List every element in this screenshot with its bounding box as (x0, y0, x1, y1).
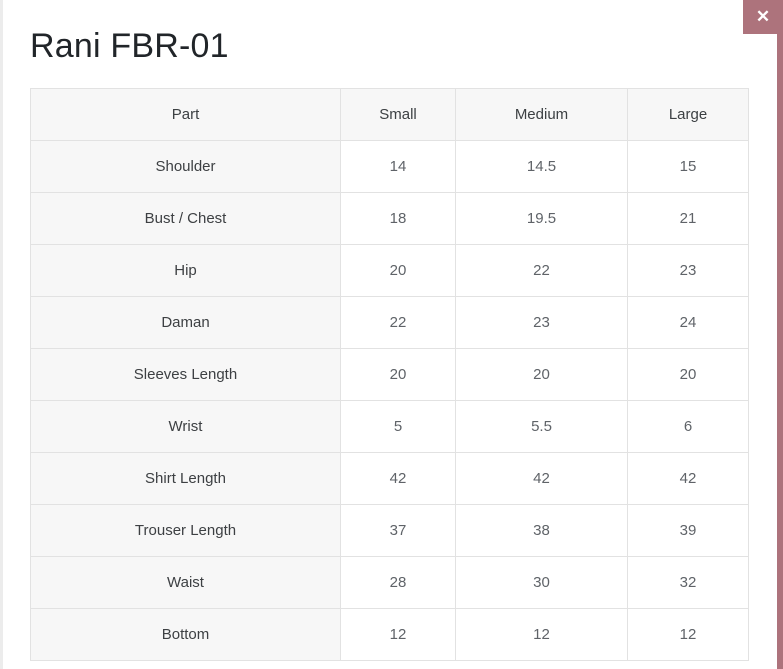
value-cell: 6 (627, 400, 749, 453)
table-row: Daman 22 23 24 (30, 296, 749, 349)
value-cell: 15 (627, 140, 749, 193)
table-body: Shoulder 14 14.5 15 Bust / Chest 18 19.5 21 Hip 2… (30, 140, 749, 661)
part-cell: Shoulder (30, 140, 341, 193)
close-icon: ✕ (755, 7, 771, 26)
value-cell: 21 (627, 192, 749, 245)
page-left-edge (0, 0, 3, 669)
value-cell: 23 (627, 244, 749, 297)
value-cell: 23 (455, 296, 628, 349)
table-row: Sleeves Length 20 20 20 (30, 348, 749, 401)
size-chart-table: Part Small Medium Large Shoulder 14 14.5 15 Bus… (30, 88, 749, 661)
page-title: Rani FBR-01 (30, 27, 229, 65)
page-right-edge-strip (777, 0, 783, 669)
part-cell: Wrist (30, 400, 341, 453)
value-cell: 42 (455, 452, 628, 505)
value-cell: 18 (340, 192, 456, 245)
part-cell: Waist (30, 556, 341, 609)
table-row: Bust / Chest 18 19.5 21 (30, 192, 749, 245)
column-header-medium: Medium (455, 88, 628, 141)
part-cell: Daman (30, 296, 341, 349)
value-cell: 12 (455, 608, 628, 661)
part-cell: Shirt Length (30, 452, 341, 505)
close-button[interactable]: ✕ (743, 0, 783, 34)
value-cell: 20 (340, 244, 456, 297)
value-cell: 12 (627, 608, 749, 661)
value-cell: 30 (455, 556, 628, 609)
value-cell: 22 (340, 296, 456, 349)
table-row: Bottom 12 12 12 (30, 608, 749, 661)
table-row: Shoulder 14 14.5 15 (30, 140, 749, 193)
part-cell: Sleeves Length (30, 348, 341, 401)
part-cell: Hip (30, 244, 341, 297)
column-header-small: Small (340, 88, 456, 141)
table-row: Trouser Length 37 38 39 (30, 504, 749, 557)
column-header-large: Large (627, 88, 749, 141)
value-cell: 12 (340, 608, 456, 661)
value-cell: 28 (340, 556, 456, 609)
value-cell: 20 (340, 348, 456, 401)
part-cell: Bust / Chest (30, 192, 341, 245)
value-cell: 32 (627, 556, 749, 609)
value-cell: 19.5 (455, 192, 628, 245)
value-cell: 5 (340, 400, 456, 453)
value-cell: 42 (627, 452, 749, 505)
value-cell: 42 (340, 452, 456, 505)
value-cell: 39 (627, 504, 749, 557)
value-cell: 5.5 (455, 400, 628, 453)
header-row: Part Small Medium Large (30, 88, 749, 141)
part-cell: Trouser Length (30, 504, 341, 557)
table-row: Waist 28 30 32 (30, 556, 749, 609)
table-row: Shirt Length 42 42 42 (30, 452, 749, 505)
column-header-part: Part (30, 88, 341, 141)
part-cell: Bottom (30, 608, 341, 661)
value-cell: 14.5 (455, 140, 628, 193)
value-cell: 24 (627, 296, 749, 349)
value-cell: 20 (455, 348, 628, 401)
table-row: Hip 20 22 23 (30, 244, 749, 297)
value-cell: 38 (455, 504, 628, 557)
value-cell: 22 (455, 244, 628, 297)
value-cell: 37 (340, 504, 456, 557)
value-cell: 20 (627, 348, 749, 401)
value-cell: 14 (340, 140, 456, 193)
table-row: Wrist 5 5.5 6 (30, 400, 749, 453)
